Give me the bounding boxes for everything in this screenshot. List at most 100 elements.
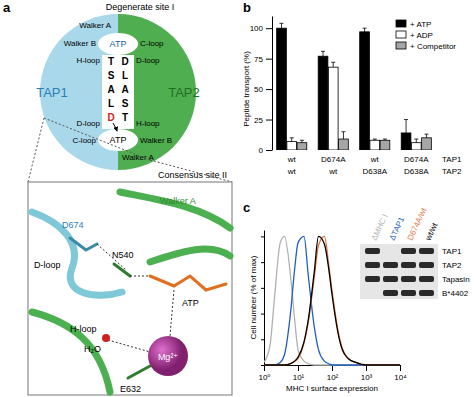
blot-band	[383, 262, 398, 268]
blot-band	[419, 262, 434, 268]
tick: 25	[254, 116, 272, 125]
motif-label: Walker A	[122, 153, 154, 162]
category-label: wt	[328, 167, 338, 176]
bar-chart: 0255075100Peptide transport (%)wtwtD674A…	[242, 17, 462, 177]
zoom-line	[44, 118, 150, 160]
row-label: TAP1	[442, 155, 462, 164]
blot-band	[365, 276, 380, 282]
legend-entry: ΔMHC I	[370, 213, 390, 242]
tick-label: 75	[254, 55, 263, 64]
tick-label: 0	[259, 146, 264, 155]
blot-band	[383, 290, 398, 296]
figure: abcDegenerate site IConsensus site IITAP…	[0, 0, 474, 397]
signature-letter: T	[122, 112, 128, 123]
signature-letter: D	[121, 56, 128, 67]
bars	[277, 23, 432, 150]
motif-label: H-loop	[76, 56, 100, 65]
tick-mark	[298, 365, 299, 371]
residue-sticks	[70, 238, 97, 250]
tick	[261, 262, 264, 263]
bar	[339, 139, 349, 150]
blot-row-label: TAP2	[442, 261, 462, 270]
motif-label: D-loop	[136, 56, 160, 65]
panel-label: a	[3, 0, 11, 15]
bar	[401, 133, 411, 150]
axis-title: Cell number (% of max)	[249, 255, 258, 339]
tick-label: 10²	[327, 373, 339, 382]
tick-mark	[266, 120, 272, 121]
d-loop-ribbon	[32, 212, 122, 295]
tick-label: 10⁰	[258, 373, 270, 382]
zoom-line	[28, 118, 44, 182]
tick: 10²	[327, 365, 339, 382]
row-label: TAP2	[442, 167, 462, 176]
tick	[261, 365, 264, 366]
atp-label: ATP	[110, 39, 127, 49]
tick-mark	[261, 339, 264, 340]
structure-label: H-loop	[70, 324, 97, 334]
structure-label: Mg²⁺	[158, 352, 178, 362]
atp-sticks	[150, 276, 226, 290]
category-label: D638A	[404, 167, 429, 176]
tick-label: 10¹	[293, 373, 305, 382]
tick-mark	[266, 89, 272, 90]
blot-band	[401, 262, 416, 268]
atp-label: ATP	[110, 135, 127, 145]
blot-row-label: Tapasin	[442, 275, 470, 284]
signature-letter: L	[108, 98, 114, 109]
structure-label: H₂O	[84, 344, 101, 354]
panel-label: b	[243, 0, 251, 15]
signature-letter: T	[108, 56, 114, 67]
tick-mark	[261, 236, 264, 237]
category-label: D674A	[404, 155, 429, 164]
legend-entry: + Competitor	[410, 42, 456, 51]
legend-swatch	[396, 20, 406, 27]
bar	[370, 140, 380, 150]
legend-entry: + ATP	[410, 20, 431, 29]
tick-mark	[332, 365, 333, 371]
bar	[297, 143, 307, 150]
blot-row-label: TAP1	[442, 247, 462, 256]
structure-inset: D674D-loopN540Walker AH-loopATPH₂OMg²⁺E6…	[28, 182, 232, 395]
signature-letter: L	[122, 70, 128, 81]
x-axis: 10⁰ 10¹ 10² 10³ 10⁴	[258, 365, 407, 382]
error-bar	[331, 62, 335, 67]
tick-mark	[261, 288, 264, 289]
tick	[261, 288, 264, 289]
blot-band	[419, 248, 434, 254]
blot-band	[383, 276, 398, 282]
tick-label: 10³	[361, 373, 373, 382]
h-bond	[108, 340, 150, 352]
tick: 10⁴	[394, 365, 407, 382]
bar	[380, 140, 390, 150]
legend-entry: wt/wt	[423, 221, 440, 243]
legend-swatch	[396, 31, 406, 38]
tick-mark	[261, 314, 264, 315]
axis-title: MHC I surface expression	[286, 384, 378, 393]
walker-a-ribbon	[150, 249, 230, 262]
tick-mark	[261, 262, 264, 263]
tick-mark	[400, 365, 401, 371]
category-label: wt	[370, 155, 380, 164]
blot-band	[401, 290, 416, 296]
structure-label: ATP	[182, 298, 199, 308]
motif-label: D-loop	[76, 119, 100, 128]
structure-label: Walker A	[160, 196, 196, 206]
legend: + ATP+ ADP+ Competitor	[396, 20, 456, 51]
bar	[328, 67, 338, 150]
tick	[261, 339, 264, 340]
inset-frame	[28, 182, 232, 395]
axis-line	[272, 17, 273, 151]
line-chart: 10⁰ 10¹ 10² 10³ 10⁴ MHC I surface expression C…	[249, 206, 470, 393]
structure-label: D674	[62, 220, 84, 230]
error-bar	[383, 139, 387, 140]
panel-a: Degenerate site IConsensus site IITAP1TA…	[28, 2, 232, 395]
structure-label: D-loop	[34, 260, 61, 270]
tick-mark	[264, 365, 265, 371]
legend-swatch	[396, 42, 406, 49]
atp-site	[98, 33, 138, 55]
error-bar	[300, 140, 304, 142]
tick-mark	[261, 365, 264, 366]
tick	[261, 314, 264, 315]
bar	[422, 138, 432, 150]
